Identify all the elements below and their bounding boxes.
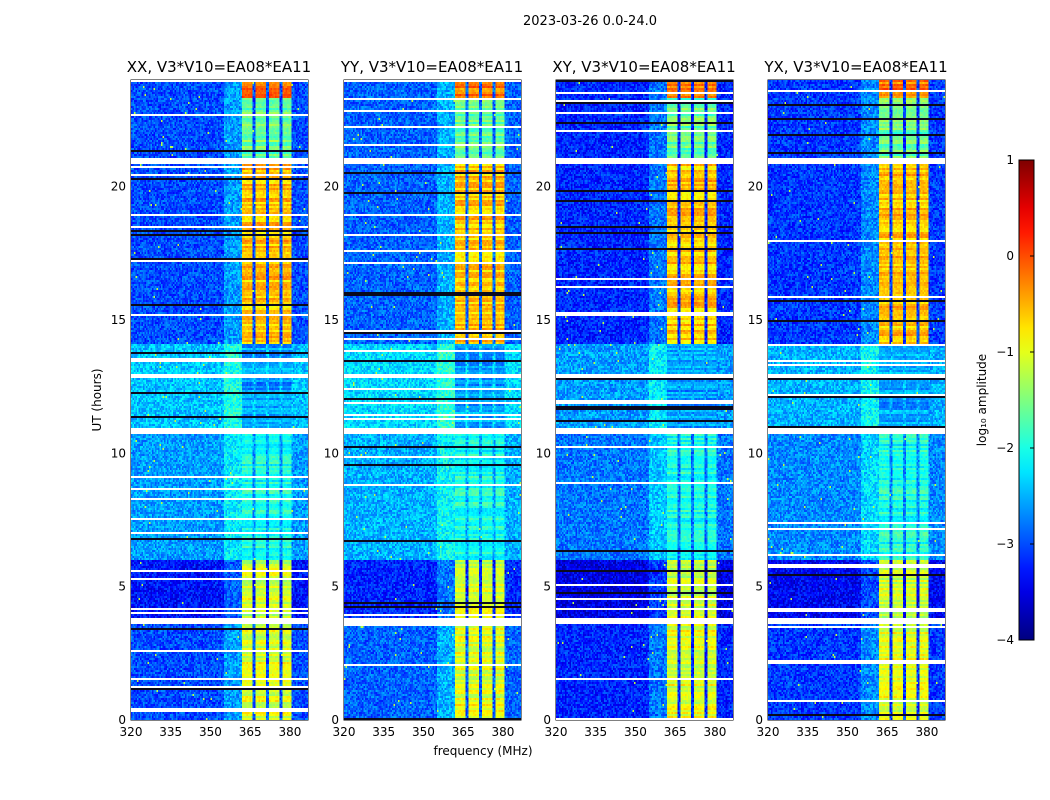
y-tick-label: 20: [111, 180, 126, 194]
colorbar-tick-label: −2: [996, 441, 1014, 455]
y-tick-label: 5: [543, 580, 551, 594]
y-tick-label: 0: [331, 713, 339, 727]
x-tick-label: 380: [704, 725, 727, 739]
colorbar: [1018, 159, 1035, 641]
y-tick-label: 20: [748, 180, 763, 194]
y-tick-label: 15: [111, 313, 126, 327]
x-tick-label: 320: [120, 725, 143, 739]
x-tick-label: 365: [876, 725, 899, 739]
y-tick-label: 5: [118, 580, 126, 594]
heatmap-yy: [344, 80, 521, 720]
x-tick-label: 380: [492, 725, 515, 739]
x-tick-label: 350: [624, 725, 647, 739]
y-tick-label: 10: [536, 446, 551, 460]
x-tick-label: 335: [796, 725, 819, 739]
x-tick-label: 320: [333, 725, 356, 739]
x-tick-label: 350: [412, 725, 435, 739]
y-tick-label: 15: [748, 313, 763, 327]
y-tick-label: 0: [543, 713, 551, 727]
x-tick-label: 365: [452, 725, 475, 739]
y-tick-label: 0: [118, 713, 126, 727]
colorbar-tick-label: −1: [996, 345, 1014, 359]
heatmap-xy: [556, 80, 733, 720]
heatmap-yx: [768, 80, 945, 720]
x-tick-label: 365: [239, 725, 262, 739]
heatmap-xx: [131, 80, 308, 720]
y-tick-label: 0: [755, 713, 763, 727]
panel-title-yy: YY, V3*V10=EA08*EA11: [340, 58, 524, 76]
y-tick-label: 10: [324, 446, 339, 460]
colorbar-tick-label: −4: [996, 633, 1014, 647]
figure-title: 2023-03-26 0.0-24.0: [523, 14, 657, 29]
y-tick-label: 10: [111, 446, 126, 460]
x-tick-label: 335: [584, 725, 607, 739]
x-tick-label: 365: [664, 725, 687, 739]
x-tick-label: 380: [279, 725, 302, 739]
x-axis-label: frequency (MHz): [433, 744, 533, 758]
y-tick-label: 5: [755, 580, 763, 594]
y-tick-label: 15: [324, 313, 339, 327]
y-tick-label: 20: [536, 180, 551, 194]
colorbar-tick-label: 0: [1006, 249, 1014, 263]
panel-title-yx: YX, V3*V10=EA08*EA11: [764, 58, 948, 76]
colorbar-tick-label: −3: [996, 537, 1014, 551]
y-tick-label: 15: [536, 313, 551, 327]
x-tick-label: 350: [199, 725, 222, 739]
colorbar-tick-label: 1: [1006, 153, 1014, 167]
panel-title-xx: XX, V3*V10=EA08*EA11: [126, 58, 312, 76]
x-tick-label: 335: [159, 725, 182, 739]
x-tick-label: 320: [757, 725, 780, 739]
y-tick-label: 20: [324, 180, 339, 194]
x-tick-label: 350: [836, 725, 859, 739]
y-tick-label: 5: [331, 580, 339, 594]
x-tick-label: 380: [916, 725, 939, 739]
x-tick-label: 335: [372, 725, 395, 739]
x-tick-label: 320: [545, 725, 568, 739]
y-tick-label: 10: [748, 446, 763, 460]
panel-title-xy: XY, V3*V10=EA08*EA11: [552, 58, 736, 76]
